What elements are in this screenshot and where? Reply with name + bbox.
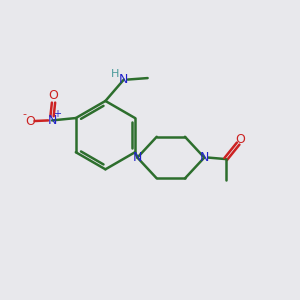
Text: O: O [235,133,245,146]
Text: H: H [111,69,119,79]
Text: O: O [49,89,58,102]
Text: N: N [200,151,209,164]
Text: +: + [53,110,62,119]
Text: N: N [47,114,57,127]
Text: N: N [133,151,142,164]
Text: O: O [26,115,36,128]
Text: N: N [119,73,128,86]
Text: -: - [22,110,26,119]
